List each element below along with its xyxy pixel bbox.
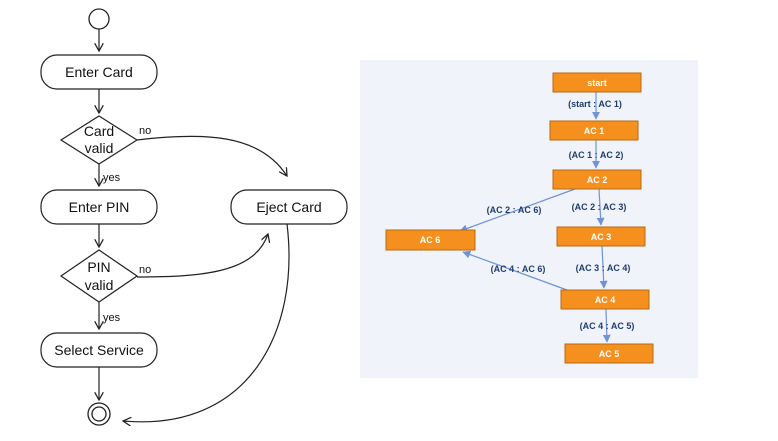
state-graph-background	[360, 60, 698, 378]
action-enter-card-label: Enter Card	[65, 64, 133, 80]
state-node-ac3-label: AC 3	[591, 232, 612, 242]
decision-pin-valid: PIN valid	[59, 249, 139, 303]
state-node-ac6: AC 6	[385, 229, 476, 251]
action-enter-card: Enter Card	[40, 54, 158, 90]
decision-card-valid-label-1: Card	[84, 123, 114, 139]
edge-start-ac1-label: (start : AC 1)	[568, 99, 622, 109]
state-node-ac4: AC 4	[560, 289, 650, 310]
edge-ac2-ac6	[459, 188, 576, 233]
state-node-ac4-label: AC 4	[595, 295, 616, 305]
edge-ac3-ac4-label: (AC 3 : AC 4)	[576, 263, 631, 273]
edge-ac4-ac6	[462, 250, 568, 291]
state-node-ac2: AC 2	[552, 169, 642, 190]
final-node	[87, 402, 111, 426]
decision-card-valid-label-2: valid	[85, 140, 114, 156]
edge-ac4-ac5	[602, 308, 611, 343]
guard-card-yes: yes	[103, 172, 121, 184]
edge-ac3-ac4	[599, 245, 608, 289]
guard-card-no: no	[139, 125, 151, 137]
state-node-ac3: AC 3	[556, 226, 646, 247]
edge-ac4-ac5-label: (AC 4 : AC 5)	[580, 321, 635, 331]
action-enter-pin-label: Enter PIN	[69, 199, 130, 215]
state-node-ac2-label: AC 2	[587, 175, 608, 185]
decision-pin-valid-label-1: PIN	[87, 259, 110, 275]
action-eject-card: Eject Card	[230, 189, 348, 225]
state-node-ac1-label: AC 1	[584, 126, 605, 136]
state-node-ac5: AC 5	[564, 343, 654, 364]
state-node-ac1: AC 1	[549, 120, 639, 141]
state-node-start-label: start	[587, 78, 607, 88]
action-select-service-label: Select Service	[54, 342, 144, 358]
decision-card-valid: Card valid	[59, 115, 139, 165]
activity-diagram: Enter Card Card valid no yes Enter PIN P…	[40, 8, 348, 426]
edge-ac2-ac3-label: (AC 2 : AC 3)	[572, 202, 627, 212]
action-select-service: Select Service	[40, 332, 158, 368]
state-node-start: start	[552, 72, 642, 93]
action-eject-card-label: Eject Card	[256, 199, 321, 215]
guard-pin-no: no	[139, 264, 151, 276]
state-node-ac6-label: AC 6	[420, 235, 441, 245]
guard-pin-yes: yes	[103, 312, 121, 324]
edge-ac1-ac2-label: (AC 1 : AC 2)	[569, 150, 624, 160]
decision-pin-valid-label-2: valid	[85, 277, 114, 293]
flow-pin-invalid-to-eject	[136, 234, 268, 278]
edge-ac2-ac3	[596, 188, 605, 226]
edge-ac2-ac6-label: (AC 2 : AC 6)	[487, 205, 542, 215]
action-enter-pin: Enter PIN	[40, 189, 158, 225]
state-graph: (start : AC 1) (AC 1 : AC 2) (AC 2 : AC …	[360, 60, 698, 378]
state-node-ac5-label: AC 5	[599, 349, 620, 359]
flow-card-invalid-to-eject	[136, 135, 287, 176]
edge-ac4-ac6-label: (AC 4 : AC 6)	[491, 264, 546, 274]
initial-node	[88, 8, 110, 30]
flow-eject-card-to-final	[123, 223, 290, 422]
